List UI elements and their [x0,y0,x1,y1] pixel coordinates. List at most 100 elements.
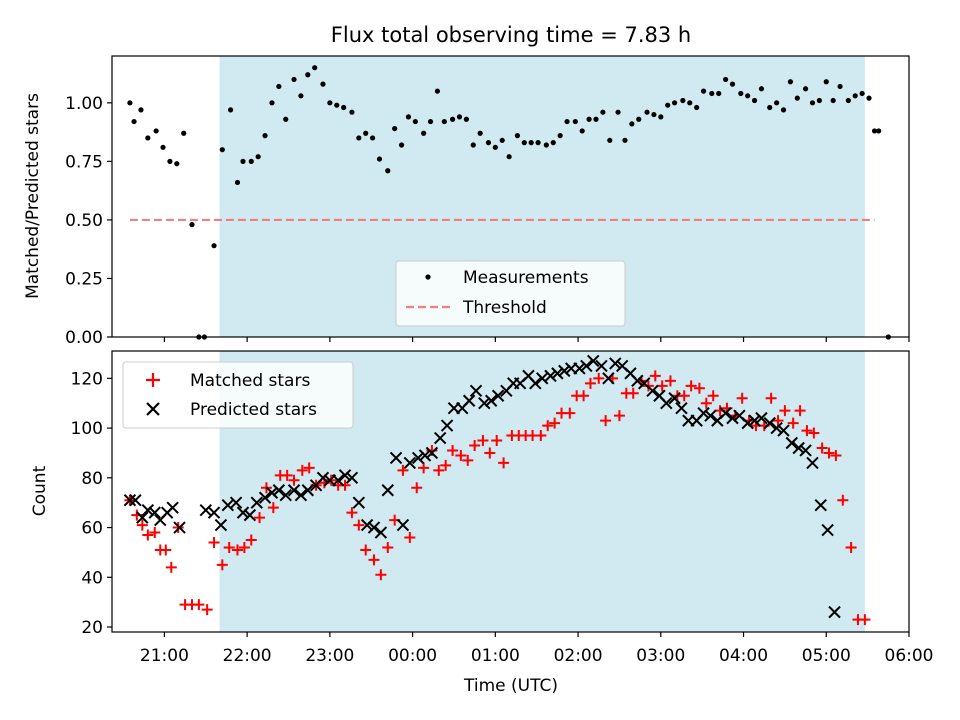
predicted-star-marker [279,489,292,502]
predicted-star-marker [536,372,549,385]
measurement-point [514,133,520,139]
matched-star-marker [238,541,250,553]
measurement-point [485,140,492,146]
matched-star-marker [765,392,777,404]
matched-star-marker [216,559,228,571]
measurement-point [283,116,289,122]
matched-star-marker [779,405,791,417]
predicted-star-marker [287,484,301,497]
measurement-point [427,118,434,125]
legend-measurements-marker [425,274,431,280]
measurement-point [550,140,556,146]
matched-star-marker [794,405,806,417]
measurement-point [751,97,758,104]
matched-star-marker [808,427,820,439]
bottom-y-ticks: 20 40 60 80 100 120 [71,369,112,638]
predicted-star-marker [792,441,805,455]
measurement-point [160,144,166,150]
measurement-point [823,79,829,85]
predicted-star-marker [491,389,505,402]
matched-star-marker [433,464,445,476]
matched-star-marker [469,439,481,451]
predicted-star-marker [396,518,410,532]
predicted-star-marker [374,526,388,539]
measurement-point [305,72,311,78]
legend-measurements-label: Measurements [463,268,589,288]
matched-star-marker [830,449,842,461]
matched-star-marker [245,534,257,546]
predicted-star-marker [631,374,644,388]
matched-star-marker [382,541,394,553]
predicted-star-marker [236,506,250,519]
predicted-star-marker [338,469,352,482]
bottom-legend-box [122,361,354,429]
matched-star-marker [664,375,676,387]
bottom-y-axis-label: Count [30,465,50,516]
matched-star-marker [142,529,154,541]
matched-star-marker [484,447,496,459]
measurement-point [385,168,391,174]
bottom-y-tick-label: 100 [71,419,103,439]
measurement-point [521,140,527,146]
x-tick-label: 21:00 [140,646,189,666]
measurement-point [376,156,383,162]
measurement-point [434,88,441,94]
x-tick-label: 06:00 [885,646,934,666]
measurement-point [269,100,275,106]
predicted-star-marker [785,436,799,450]
matched-star-marker [411,482,423,494]
matched-star-marker [736,392,748,404]
legend-threshold-label: Threshold [462,298,547,318]
measurement-point [492,144,498,150]
matched-star-marker [193,599,205,611]
measurement-point [774,100,780,106]
predicted-star-marker [646,384,659,397]
measurement-point [607,137,613,143]
predicted-star-marker [316,471,330,485]
measurement-point [651,111,657,118]
predicted-star-marker [199,503,212,517]
measurement-point [694,104,700,111]
matched-star-marker [845,541,857,553]
predicted-star-marker [462,394,476,407]
measurement-point [334,102,340,108]
predicted-star-marker [675,401,688,415]
top-panel: 0.00 0.25 0.50 0.75 1.00 Matched/Predicted s… [23,55,910,348]
measurement-point [320,81,326,87]
matched-star-marker [223,541,235,553]
predicted-star-marker [828,605,841,619]
matched-star-marker [491,435,503,447]
measurement-point [392,125,398,132]
predicted-star-marker [367,521,381,534]
top-y-axis-label: Matched/Predicted stars [23,93,43,299]
predicted-star-marker [580,359,593,373]
matched-star-marker [397,464,409,476]
measurement-point [131,118,137,125]
matched-star-marker [288,474,300,486]
matched-star-marker [165,561,177,573]
measurement-point [622,137,628,143]
measurement-point [802,86,809,92]
predicted-star-marker [602,372,615,385]
matched-star-marker [440,459,452,471]
measurement-point [327,100,333,106]
x-tick-label: 01:00 [471,646,520,666]
predicted-star-marker [207,506,221,519]
predicted-star-marker [381,484,394,497]
measurement-point [127,100,133,106]
measurement-point [658,114,664,120]
x-tick-label: 22:00 [223,646,272,666]
predicted-star-marker [573,362,586,375]
predicted-star-marker [726,411,739,425]
predicted-star-marker [595,359,608,373]
measurement-point [405,114,412,120]
predicted-star-marker [440,419,454,432]
predicted-star-marker [214,518,228,532]
x-tick-label: 03:00 [636,646,685,666]
measurement-point [506,154,512,160]
measurement-point [291,76,297,83]
legend-predicted-label: Predicted stars [190,400,317,420]
matched-star-marker [281,469,293,481]
matched-star-marker [303,462,315,474]
